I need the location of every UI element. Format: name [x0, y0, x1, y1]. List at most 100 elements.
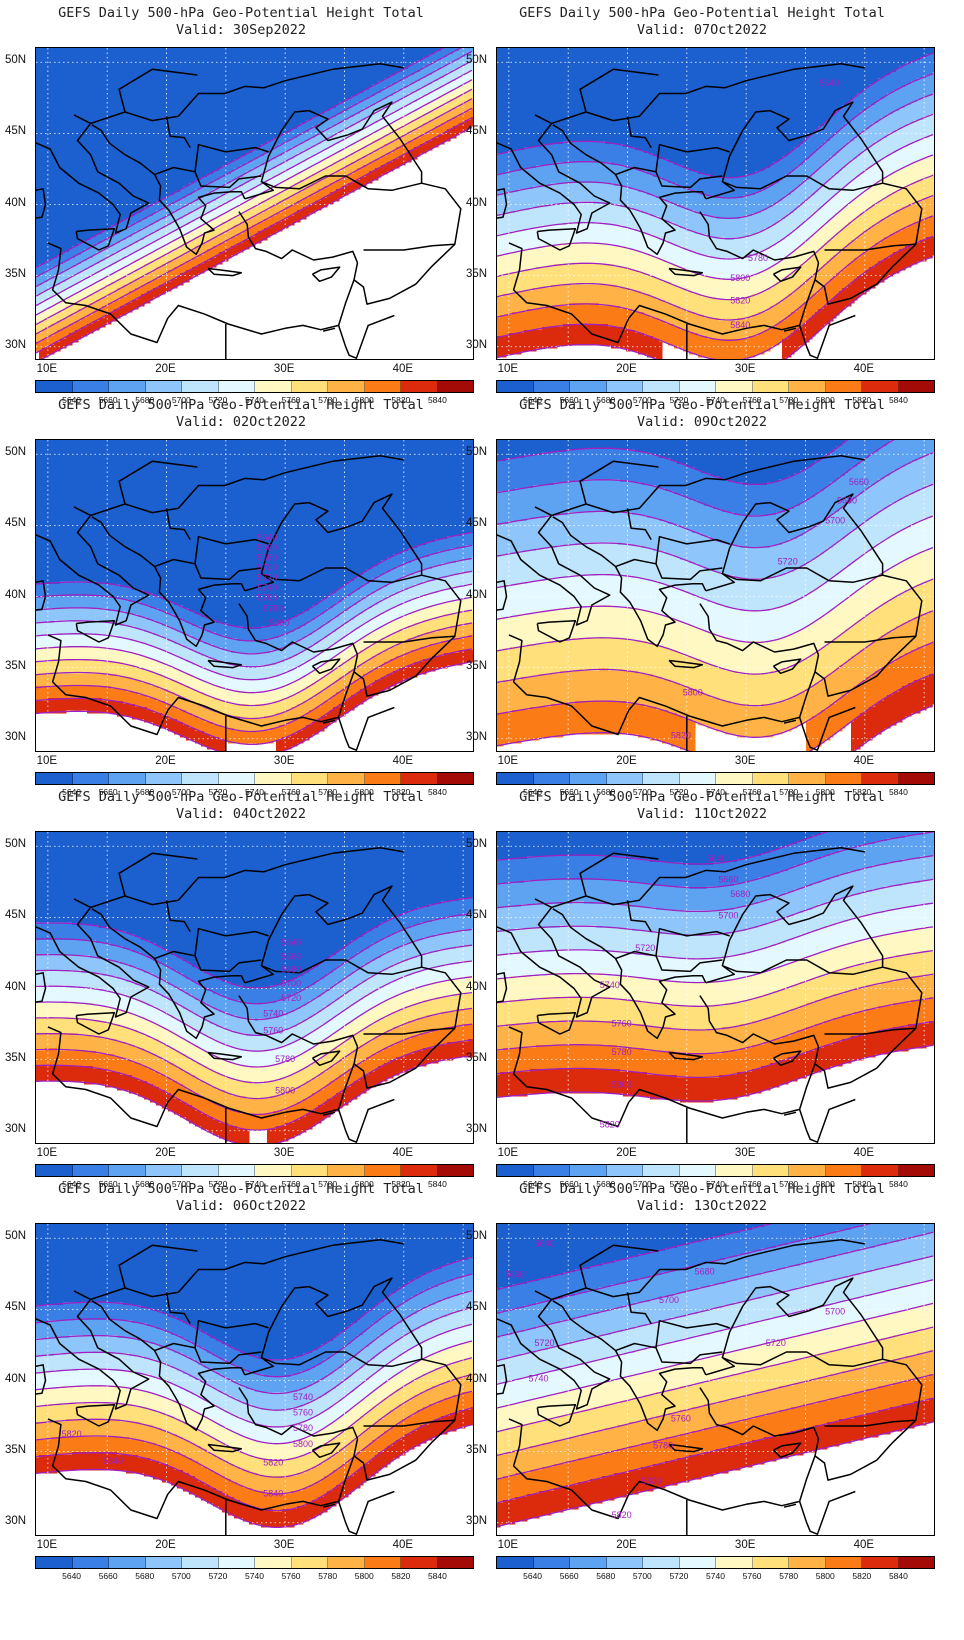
height-band-cell [186, 270, 190, 283]
height-band-cell [704, 174, 708, 196]
height-band-cell [255, 195, 259, 208]
height-band-cell [39, 294, 43, 304]
height-band-cell [905, 48, 909, 64]
height-band-cell [90, 48, 94, 238]
height-band-cell [761, 48, 765, 172]
height-band-cell [731, 339, 735, 359]
height-band-cell [447, 440, 451, 537]
height-band-cell [375, 440, 379, 567]
height-band-cell [668, 183, 672, 202]
height-band-cell [381, 560, 385, 576]
height-band-cell [920, 219, 924, 241]
height-band-cell [96, 243, 100, 253]
height-band-cell [330, 147, 334, 157]
coast-border-line [165, 116, 191, 148]
height-band-cell [207, 204, 211, 214]
height-band-cell [279, 192, 283, 202]
height-band-cell [677, 48, 681, 166]
height-band-cell [878, 180, 882, 202]
height-band-cell [318, 668, 322, 681]
height-band-cell [375, 159, 379, 169]
height-band-cell [854, 198, 858, 220]
height-band-cell [716, 279, 720, 301]
height-band-cell [96, 647, 100, 660]
height-band-cell [932, 54, 934, 73]
height-band-cell [776, 48, 780, 163]
height-band-cell [120, 231, 124, 241]
height-band-cell [408, 66, 412, 76]
height-band-cell [300, 692, 304, 705]
height-band-cell [63, 647, 67, 660]
height-band-cell [168, 282, 172, 292]
height-band-cell [809, 195, 813, 217]
height-band-cell [752, 174, 756, 196]
height-band-cell [566, 243, 570, 265]
height-band-cell [716, 339, 720, 359]
height-band-cell [117, 584, 121, 600]
height-band-cell [641, 231, 645, 253]
height-band-cell [548, 306, 552, 328]
height-band-cell [111, 584, 115, 597]
height-band-cell [177, 644, 181, 657]
height-band-cell [186, 225, 190, 235]
height-band-cell [524, 330, 528, 352]
height-band-cell [890, 93, 894, 115]
height-band-cell [402, 641, 406, 657]
height-band-cell [297, 165, 301, 175]
height-band-cell [468, 635, 472, 651]
height-band-cell [240, 440, 244, 627]
height-band-cell [330, 620, 334, 633]
height-band-cell [462, 114, 466, 124]
height-band-cell [225, 249, 229, 262]
height-band-cell [725, 219, 729, 241]
height-band-cell [450, 63, 454, 73]
height-band-cell [132, 225, 136, 235]
height-band-cell [336, 114, 340, 124]
height-band-cell [435, 51, 439, 61]
height-band-cell [270, 216, 274, 226]
height-band-cell [459, 96, 463, 106]
height-band-cell [153, 279, 157, 289]
height-band-cell [827, 201, 831, 223]
height-band-cell [372, 644, 376, 657]
colorbar-tick-label: 5840 [888, 395, 908, 405]
height-band-cell [105, 258, 109, 268]
height-band-cell [282, 171, 286, 181]
height-band-cell [219, 225, 223, 235]
height-band-cell [602, 183, 606, 205]
height-band-cell [240, 641, 244, 654]
height-band-cell [450, 48, 454, 55]
height-band-cell [659, 321, 663, 343]
height-band-cell [923, 138, 927, 160]
height-band-cell [150, 698, 154, 711]
height-band-cell [686, 312, 690, 331]
height-band-cell [240, 156, 244, 166]
height-band-cell [252, 629, 256, 642]
height-band-cell [629, 291, 633, 310]
height-band-cell [755, 192, 759, 214]
colorbar-tick-label: 5740 [245, 395, 264, 405]
height-band-cell [614, 306, 618, 328]
height-band-cell [81, 581, 85, 597]
height-band-cell [57, 312, 61, 322]
height-band-cell [75, 608, 79, 621]
height-band-cell [90, 686, 94, 699]
height-band-cell [878, 162, 882, 181]
height-band-cell [623, 246, 627, 268]
height-band-cell [890, 132, 894, 154]
height-band-cell [932, 93, 934, 115]
height-band-cell [857, 195, 861, 217]
height-band-cell [465, 111, 469, 121]
height-band-cell [839, 273, 843, 292]
height-band-cell [204, 617, 208, 630]
height-band-cell [830, 300, 834, 322]
height-band-cell [78, 282, 82, 292]
height-band-cell [63, 674, 67, 687]
height-band-cell [372, 105, 376, 115]
height-band-cell [333, 617, 337, 633]
forecast-map-panel: GEFS Daily 500-hPa Geo-Potential Height … [0, 392, 482, 802]
height-band-cell [60, 255, 64, 265]
height-band-cell [438, 539, 442, 552]
height-band-cell [198, 228, 202, 238]
height-band-cell [917, 141, 921, 163]
